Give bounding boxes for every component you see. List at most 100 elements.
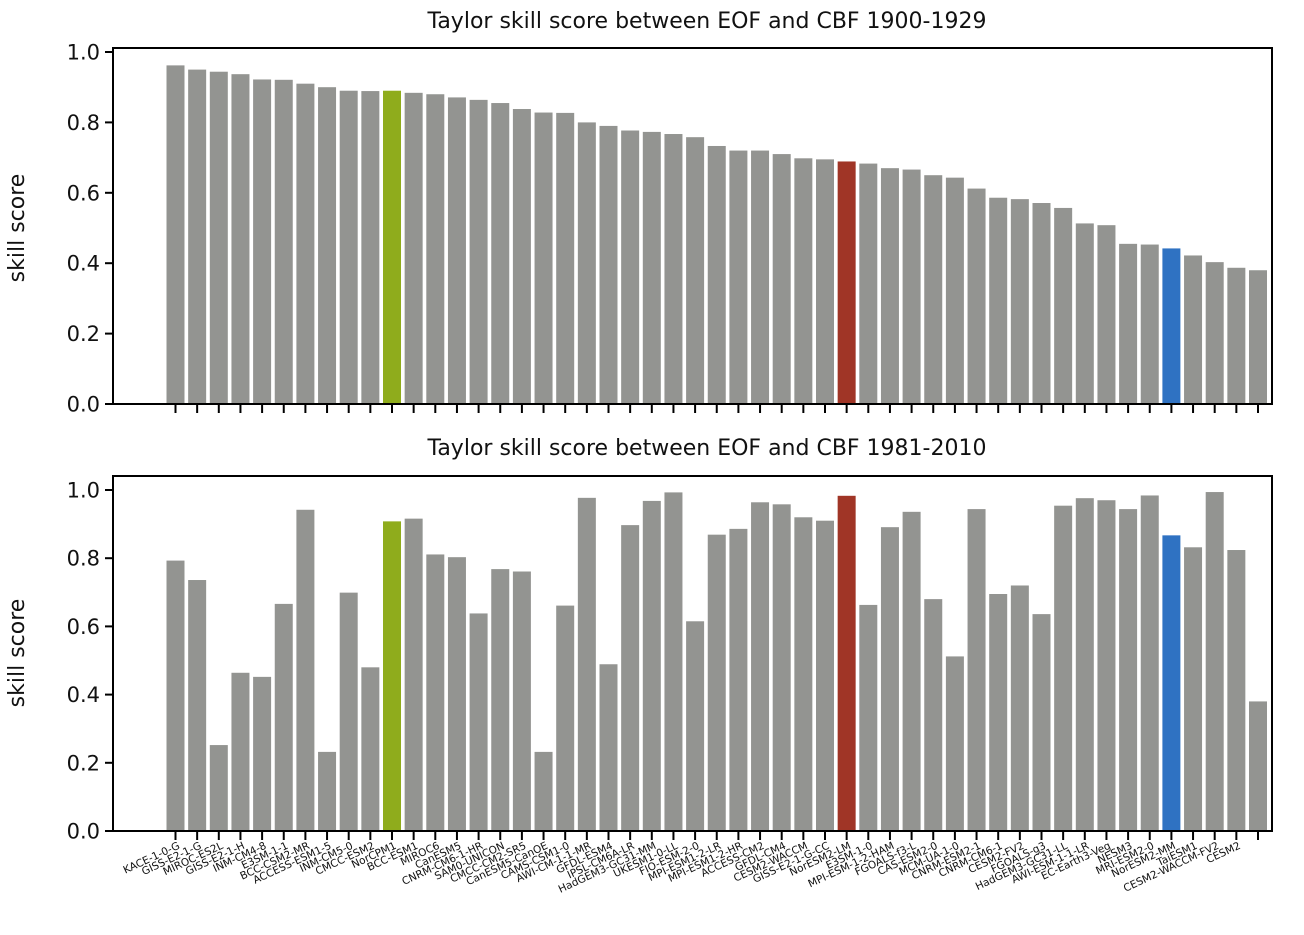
panel-1-ytick-label: 0.6	[67, 181, 100, 205]
panel-1-bar	[816, 159, 834, 404]
panel-2-bar	[1249, 701, 1267, 831]
panel-2-bar	[577, 497, 596, 831]
panel-1-bar	[880, 168, 899, 404]
panel-2-ytick-label: 0.6	[67, 615, 100, 639]
panel-2-bar	[837, 495, 856, 831]
panel-2-bar	[318, 751, 337, 831]
panel-1-ylabel: skill score	[5, 174, 30, 283]
panel-1-bar	[534, 112, 553, 404]
panel-2-bar	[1097, 500, 1116, 831]
panel-1-bar	[296, 83, 315, 405]
panel-2-bar	[642, 500, 661, 831]
panel-2-bar	[1184, 547, 1203, 831]
panel-2-bar	[664, 492, 683, 831]
panel-1-bar	[469, 99, 488, 405]
panel-2-bar	[794, 517, 813, 831]
panel-2-bar	[859, 604, 878, 831]
panel-1-bar	[621, 130, 640, 404]
panel-1-bar	[967, 188, 986, 404]
panel-2: Taylor skill score between EOF and CBF 1…	[5, 436, 1273, 896]
panel-1-bar	[1119, 243, 1138, 404]
panel-2-bar	[209, 745, 228, 831]
panel-2-bar	[166, 560, 185, 831]
panel-2-bar	[188, 580, 207, 831]
panel-1-axes: 0.0 0.2 0.4 0.6 0.8 1.0	[67, 41, 1259, 417]
panel-2-bar	[426, 554, 445, 831]
panel-1-bar	[1205, 262, 1224, 404]
panel-1-bar	[686, 137, 705, 404]
panel-2-frame	[112, 475, 1273, 832]
panel-1-bar	[1184, 255, 1203, 404]
panel-2-bar	[447, 557, 466, 831]
panel-2-bar	[599, 664, 618, 831]
panel-2-bar	[1010, 585, 1029, 831]
panel-2-bar	[1227, 550, 1246, 831]
panel-2-bar	[404, 518, 423, 831]
panel-1-bar	[1097, 225, 1116, 404]
panel-1-bar	[1032, 203, 1051, 404]
panel-1-bar	[1227, 267, 1246, 404]
panel-1-bar	[556, 112, 575, 405]
panel-1-bar	[902, 169, 921, 404]
panel-1-frame	[112, 47, 1273, 405]
panel-1-bar	[361, 91, 380, 404]
panel-2-ytick-label: 0.0	[67, 820, 100, 844]
panel-2-bar	[1032, 614, 1051, 831]
panel-1-bar	[577, 122, 596, 405]
panel-2-bar	[469, 613, 488, 831]
panel-1-bar	[447, 97, 466, 404]
panel-2-bar	[967, 509, 986, 831]
panel-2-bar	[989, 594, 1008, 831]
panel-2-bar	[902, 511, 921, 831]
panel-1-bar	[166, 65, 185, 404]
panel-2-bar	[729, 528, 748, 831]
panel-1-ytick-label: 1.0	[67, 41, 100, 65]
panel-2-bar	[1075, 498, 1094, 831]
panel-2-bar	[361, 667, 380, 831]
panel-1-bar	[1249, 270, 1267, 404]
panel-2-ytick-label: 0.8	[67, 547, 100, 571]
panel-2-bar	[296, 509, 315, 831]
panel-2-bar	[383, 521, 401, 831]
panel-2-ytick-label: 0.2	[67, 751, 100, 775]
panel-2-bar	[1054, 505, 1073, 831]
panel-1-bar	[859, 163, 878, 404]
panel-2-bar	[880, 527, 899, 831]
panel-2-title: Taylor skill score between EOF and CBF 1…	[427, 436, 987, 461]
panel-2-bar	[924, 599, 943, 831]
panel-1-bar	[1054, 207, 1073, 404]
panel-1-bar	[231, 74, 250, 405]
panel-1-bar	[404, 92, 423, 404]
panel-1-bar	[729, 150, 748, 404]
panel-2-ylabel: skill score	[5, 599, 30, 708]
panel-1-bar	[339, 90, 358, 404]
panel-1-bar	[1162, 248, 1181, 404]
panel-2-bar	[1162, 535, 1181, 831]
panel-2-bar	[816, 520, 834, 831]
panel-1-bar	[707, 145, 726, 405]
panel-2-bar	[339, 592, 358, 831]
panel-1-bar	[642, 131, 661, 404]
panel-2-bar	[772, 504, 791, 831]
panel-1-bar	[318, 87, 337, 404]
panel-1-bar	[837, 161, 856, 404]
panel-1-bar	[274, 79, 293, 404]
panel-1-bar	[664, 134, 683, 404]
panel-1-bar	[751, 150, 770, 404]
panel-2-bar	[1205, 492, 1224, 831]
panel-1-bar	[209, 71, 228, 405]
panel-1-bar	[945, 177, 964, 404]
panel-2-bars	[166, 492, 1267, 831]
panel-1-bars	[166, 65, 1267, 405]
panel-1-bar	[1075, 223, 1094, 404]
panel-2-bar	[556, 605, 575, 831]
panel-1-bar	[491, 103, 510, 404]
panel-2-bar	[686, 621, 705, 831]
panel-1-ytick-label: 0.8	[67, 111, 100, 135]
panel-1: Taylor skill score between EOF and CBF 1…	[5, 9, 1273, 417]
panel-2-bar	[512, 571, 531, 831]
panel-1-bar	[924, 175, 943, 404]
panel-2-bar	[945, 656, 964, 831]
panel-2-bar	[751, 502, 770, 831]
panel-2-ytick-label: 0.4	[67, 683, 100, 707]
